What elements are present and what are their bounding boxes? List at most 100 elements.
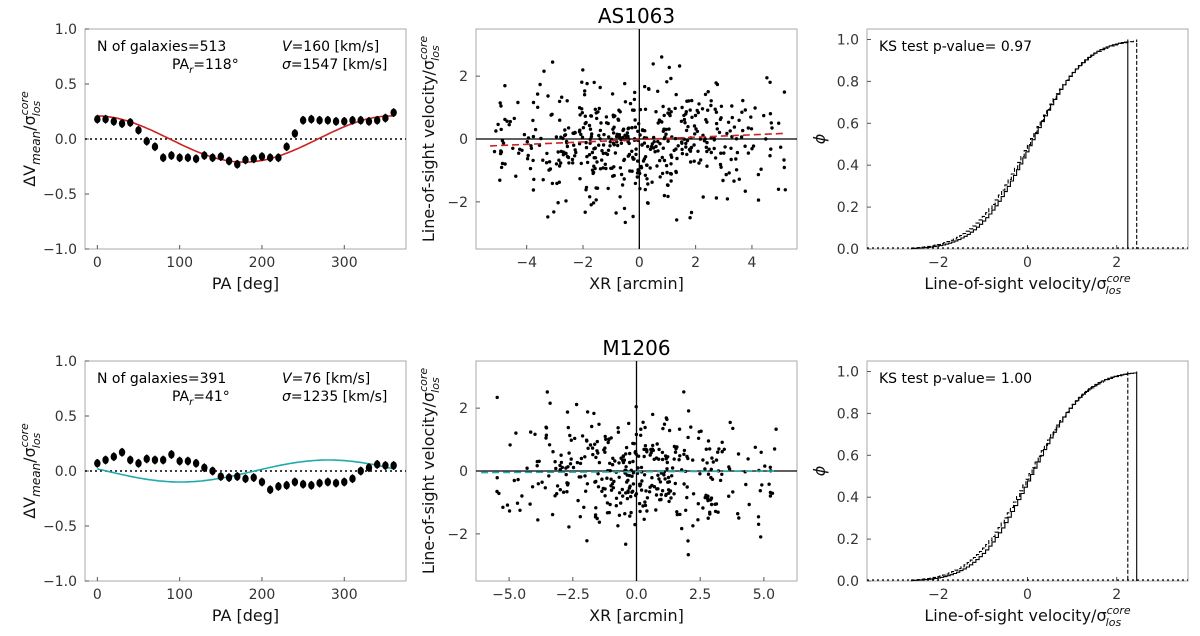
as1063-scatter-panel-point xyxy=(619,172,624,177)
as1063-scatter-panel-point xyxy=(598,128,603,133)
as1063-scatter-panel-point xyxy=(632,97,637,102)
as1063-pa-panel-point xyxy=(201,151,208,160)
as1063-scatter-panel-point xyxy=(715,127,719,131)
m1206-scatter-panel-point xyxy=(594,455,598,460)
as1063-scatter-panel-point xyxy=(630,149,634,153)
as1063-cdf-panel-cdf-solid xyxy=(911,39,1129,250)
as1063-scatter-panel-point xyxy=(732,125,737,129)
m1206-scatter-panel-point xyxy=(533,432,537,436)
m1206-scatter-panel-point xyxy=(664,457,668,461)
as1063-scatter-panel-point xyxy=(692,159,696,163)
m1206-scatter-panel-point xyxy=(555,484,560,488)
m1206-scatter-panel-point xyxy=(731,426,735,431)
m1206-cdf-panel-xtick-label: −2 xyxy=(928,587,949,603)
m1206-cdf-panel-ylabel: ϕ xyxy=(810,465,829,476)
m1206-pa-panel-point xyxy=(159,456,167,464)
as1063-scatter-panel-point xyxy=(724,172,728,177)
m1206-pa-panel-point xyxy=(176,457,183,466)
m1206-scatter-panel-point xyxy=(768,465,772,469)
as1063-scatter-panel-point xyxy=(577,130,582,134)
m1206-scatter-panel-point xyxy=(689,425,693,429)
m1206-scatter-panel-point xyxy=(680,526,684,531)
as1063-pa-panel-xtick-label: 100 xyxy=(166,255,193,271)
as1063-scatter-panel-point xyxy=(596,110,600,114)
as1063-scatter-panel-point xyxy=(649,144,654,149)
as1063-scatter-panel-point xyxy=(636,159,640,163)
as1063-scatter-panel-point xyxy=(630,169,634,173)
as1063-scatter-panel-point xyxy=(611,174,615,178)
m1206-pa-panel-xtick-label: 100 xyxy=(166,587,193,603)
m1206-scatter-panel-point xyxy=(561,490,566,494)
as1063-scatter-panel-point xyxy=(670,155,674,159)
m1206-scatter-panel-point xyxy=(727,494,731,498)
as1063-scatter-panel-point xyxy=(661,104,665,109)
as1063-scatter-panel-point xyxy=(664,132,668,136)
as1063-scatter-panel-point xyxy=(546,215,550,219)
as1063-scatter-panel-point xyxy=(503,162,507,166)
as1063-scatter-panel-point xyxy=(623,100,628,104)
m1206-scatter-panel-point xyxy=(596,472,600,476)
as1063-scatter-panel-point xyxy=(545,151,549,156)
as1063-scatter-panel-point xyxy=(552,210,556,214)
m1206-scatter-panel-point xyxy=(551,450,555,454)
m1206-pa-panel-point xyxy=(250,473,257,482)
m1206-scatter-panel-point xyxy=(605,476,609,480)
as1063-scatter-panel-point xyxy=(505,119,509,123)
as1063-scatter-panel-point xyxy=(690,115,694,120)
m1206-scatter-panel-point xyxy=(709,502,714,507)
as1063-scatter-panel-point xyxy=(728,129,732,133)
as1063-scatter-panel-point xyxy=(704,145,708,149)
as1063-pa-panel-point xyxy=(250,154,257,163)
m1206-scatter-panel-point xyxy=(727,467,732,471)
as1063-scatter-panel-point xyxy=(650,180,654,184)
m1206-scatter-panel-point xyxy=(696,502,700,506)
m1206-cdf-panel-cdf-solid xyxy=(911,371,1138,582)
as1063-scatter-panel-point xyxy=(541,178,545,182)
as1063-scatter-panel-point xyxy=(499,127,503,132)
m1206-scatter-panel-point xyxy=(731,490,735,494)
as1063-scatter-panel-point xyxy=(732,179,736,183)
m1206-scatter-panel-point xyxy=(603,494,607,498)
m1206-scatter-panel-point xyxy=(678,512,682,517)
m1206-pa-panel-point xyxy=(299,480,307,489)
m1206-scatter-panel-point xyxy=(714,458,719,462)
as1063-scatter-panel-point xyxy=(514,174,518,178)
m1206-pa-panel-point xyxy=(349,474,356,483)
as1063-scatter-panel-point xyxy=(730,104,734,108)
m1206-pa-panel-point xyxy=(143,454,150,463)
m1206-scatter-panel-point xyxy=(558,488,562,492)
as1063-scatter-panel-point xyxy=(741,98,745,103)
m1206-scatter-panel-point xyxy=(585,482,590,486)
as1063-scatter-panel-point xyxy=(579,132,583,137)
as1063-scatter-panel-point xyxy=(740,110,744,114)
m1206-scatter-panel-xtick-label: 0.0 xyxy=(625,587,647,603)
m1206-cdf-panel-ytick-label: 0.8 xyxy=(837,406,859,422)
as1063-scatter-panel-point xyxy=(709,150,713,155)
as1063-scatter-panel-point xyxy=(654,144,658,149)
m1206-scatter-panel-point xyxy=(638,482,643,486)
as1063-scatter-panel-point xyxy=(633,118,637,122)
as1063-scatter-panel-point xyxy=(692,124,697,128)
as1063-scatter-panel-point xyxy=(635,175,639,179)
as1063-pa-panel-point xyxy=(135,126,142,135)
m1206-scatter-panel-point xyxy=(705,461,709,465)
m1206-scatter-panel-point xyxy=(548,401,552,405)
as1063-scatter-panel-point xyxy=(556,150,560,154)
m1206-scatter-panel-point xyxy=(567,451,571,455)
m1206-pa-panel-pa-r: PAr=41° xyxy=(172,389,230,408)
m1206-scatter-panel-point xyxy=(628,451,632,456)
as1063-scatter-panel-point xyxy=(602,132,606,137)
m1206-cdf-panel-ytick-label: 0.2 xyxy=(837,532,859,548)
as1063-scatter-panel-point xyxy=(550,112,554,117)
as1063-scatter-panel-point xyxy=(599,121,603,125)
m1206-scatter-panel-point xyxy=(759,450,763,454)
as1063-scatter-panel-point xyxy=(714,196,719,200)
m1206-scatter-panel-point xyxy=(703,467,707,471)
as1063-pa-panel-point xyxy=(291,129,299,138)
as1063-scatter-panel-point xyxy=(574,150,578,155)
as1063-scatter-panel-point xyxy=(643,107,648,112)
m1206-scatter-panel-point xyxy=(594,506,598,510)
as1063-scatter-panel-point xyxy=(726,120,731,125)
m1206-scatter-panel-point xyxy=(657,477,661,481)
m1206-pa-panel-fit-curve xyxy=(97,459,394,483)
